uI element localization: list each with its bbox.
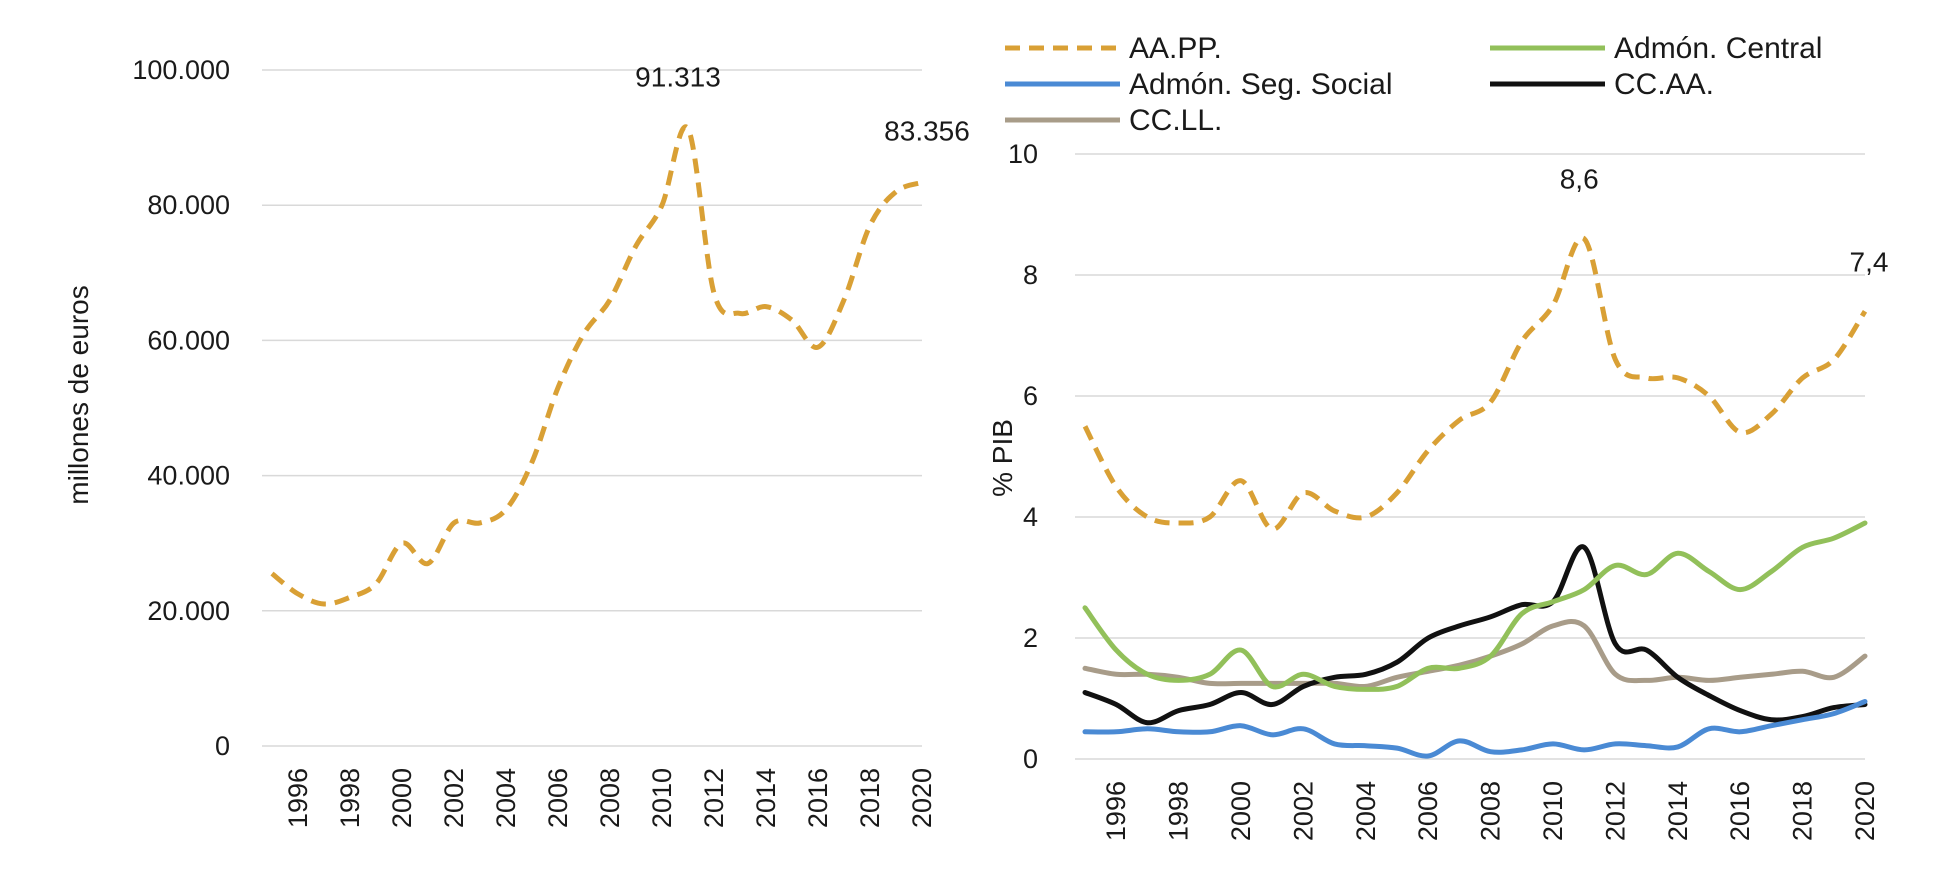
y-tick-label: 60.000 — [147, 325, 230, 355]
right-chart: 0 2 4 6 8 10 1996 1998 2000 2002 2004 2006 2008 2010 2… — [987, 139, 1888, 841]
x-tick-label: 1996 — [1101, 781, 1131, 841]
y-tick-label: 4 — [1023, 502, 1038, 532]
x-tick-label: 2020 — [907, 768, 937, 828]
series-line-ccaa — [1082, 544, 1868, 726]
legend-label-segsocial: Admón. Seg. Social — [1129, 68, 1392, 101]
x-tick-label: 2018 — [1788, 781, 1818, 841]
legend-label-central: Admón. Central — [1614, 32, 1822, 65]
x-tick-label: 1996 — [283, 768, 313, 828]
y-tick-label: 10 — [1008, 139, 1038, 169]
y-tick-label: 2 — [1023, 623, 1038, 653]
legend-label-aapp: AA.PP. — [1129, 32, 1222, 65]
x-tick-label: 2010 — [647, 768, 677, 828]
x-tick-label: 2012 — [1600, 781, 1630, 841]
y-axis-label: millones de euros — [63, 285, 94, 504]
x-tick-label: 2000 — [387, 768, 417, 828]
y-tick-label: 100.000 — [132, 55, 230, 85]
x-tick-label: 1998 — [1164, 781, 1194, 841]
series-line-ccll — [1082, 619, 1868, 690]
x-tick-label: 2012 — [699, 768, 729, 828]
y-axis-label: % PIB — [987, 419, 1018, 497]
x-tick-label: 2004 — [1351, 781, 1381, 841]
series-line-segsocial — [1082, 699, 1868, 759]
x-tick-label: 2016 — [1725, 781, 1755, 841]
legend-label-ccll: CC.LL. — [1129, 104, 1222, 137]
left-chart: 0 20.000 40.000 60.000 80.000 100.000 1996 1998… — [63, 55, 970, 828]
series-line-aapp — [270, 124, 923, 607]
data-label: 83.356 — [884, 116, 970, 147]
y-tick-label: 40.000 — [147, 461, 230, 491]
y-tick-label: 80.000 — [147, 190, 230, 220]
y-tick-label: 0 — [1023, 744, 1038, 774]
x-tick-label: 2006 — [1413, 781, 1443, 841]
y-tick-label: 8 — [1023, 260, 1038, 290]
data-label: 7,4 — [1850, 246, 1889, 277]
series-line-central — [1082, 520, 1868, 692]
x-tick-label: 2014 — [1663, 781, 1693, 841]
x-tick-label: 2006 — [543, 768, 573, 828]
y-tick-label: 6 — [1023, 381, 1038, 411]
x-tick-label: 2010 — [1538, 781, 1568, 841]
y-tick-label: 0 — [215, 731, 230, 761]
x-tick-label: 2008 — [595, 768, 625, 828]
series-line-aapp — [1082, 235, 1868, 532]
x-tick-label: 2016 — [803, 768, 833, 828]
data-label: 8,6 — [1560, 164, 1599, 195]
x-tick-label: 2004 — [491, 768, 521, 828]
x-tick-label: 2000 — [1226, 781, 1256, 841]
y-tick-label: 20.000 — [147, 596, 230, 626]
x-tick-label: 2002 — [439, 768, 469, 828]
data-label: 91.313 — [635, 62, 721, 93]
x-tick-label: 2008 — [1476, 781, 1506, 841]
x-tick-label: 2002 — [1288, 781, 1318, 841]
legend-label-ccaa: CC.AA. — [1614, 68, 1714, 101]
x-tick-label: 2018 — [855, 768, 885, 828]
x-tick-label: 1998 — [335, 768, 365, 828]
x-tick-label: 2014 — [751, 768, 781, 828]
x-tick-label: 2020 — [1850, 781, 1880, 841]
